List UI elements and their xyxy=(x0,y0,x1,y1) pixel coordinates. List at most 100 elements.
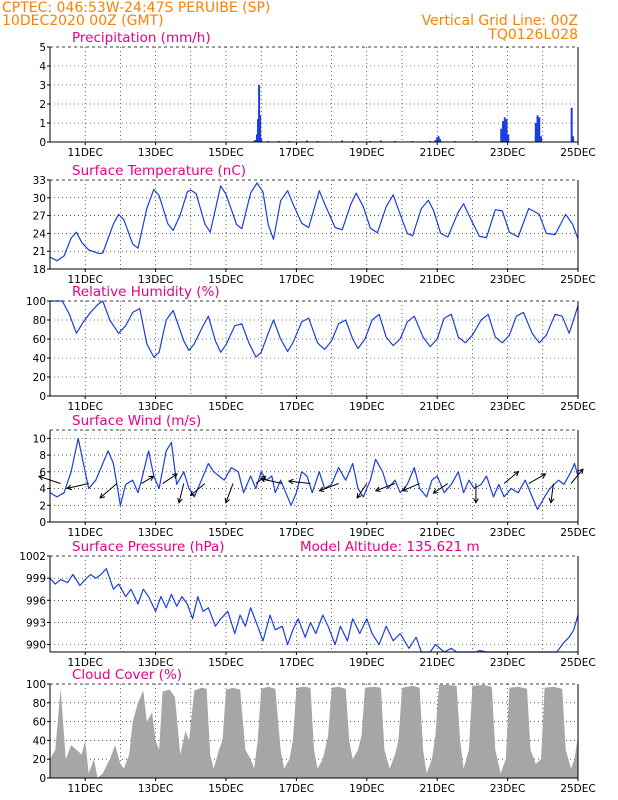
wind-arrow xyxy=(288,480,311,485)
precipitation-bar xyxy=(503,117,506,142)
precipitation-xtick-label: 15DEC xyxy=(208,147,243,159)
precipitation-bar xyxy=(570,107,573,142)
wind-arrow xyxy=(402,483,420,492)
humidity-ytick-label: 0 xyxy=(39,391,46,403)
temperature-xtick-label: 23DEC xyxy=(490,274,525,286)
cloud-cover-ytick-label: 60 xyxy=(33,717,46,729)
wind-arrow xyxy=(550,483,554,503)
precipitation-ytick-label: 3 xyxy=(39,80,46,92)
humidity-ytick-label: 40 xyxy=(33,353,46,365)
pressure-title: Surface Pressure (hPa) xyxy=(72,539,225,555)
wind-ytick-label: 6 xyxy=(39,467,46,479)
temperature-ytick-label: 30 xyxy=(33,193,46,205)
precipitation-bar xyxy=(260,138,263,142)
wind-arrowhead xyxy=(37,474,44,481)
precipitation-bar xyxy=(436,137,439,142)
wind-arrow xyxy=(319,483,339,492)
humidity-xtick-label: 11DEC xyxy=(67,401,102,413)
pressure-xtick-label: 19DEC xyxy=(349,657,384,669)
precipitation-bar xyxy=(507,134,510,142)
humidity-panel: 0 20 40 60 80 100 11DEC 13DEC 15DEC 17DEC 19DEC 21D… xyxy=(26,284,596,413)
wind-xtick-label: 23DEC xyxy=(490,527,525,539)
pressure-ytick-label: 993 xyxy=(26,617,46,629)
wind-arrowhead xyxy=(99,493,106,499)
wind-arrowhead xyxy=(540,473,547,479)
temperature-xtick-label: 15DEC xyxy=(208,274,243,286)
temperature-ytick-label: 33 xyxy=(33,175,46,187)
wind-ytick-label: 4 xyxy=(39,484,46,496)
wind-xtick-label: 19DEC xyxy=(349,527,384,539)
precipitation-bar xyxy=(502,121,505,142)
precipitation-xtick-label: 23DEC xyxy=(490,147,525,159)
wind-arrowhead xyxy=(172,473,178,479)
wind-arrow xyxy=(178,483,185,503)
pressure-xtick-label: 15DEC xyxy=(208,657,243,669)
wind-arrowhead xyxy=(259,476,266,483)
precipitation-bar xyxy=(572,136,575,142)
wind-arrowhead xyxy=(548,497,555,504)
wind-arrowhead xyxy=(177,497,183,504)
precipitation-bar xyxy=(500,128,503,142)
humidity-title: Relative Humidity (%) xyxy=(72,284,220,300)
cloud-cover-xtick-label: 21DEC xyxy=(419,783,454,795)
model-altitude-label: Model Altitude: 135.621 m xyxy=(300,539,480,555)
wind-xtick-label: 13DEC xyxy=(138,527,173,539)
wind-arrow xyxy=(141,475,154,484)
temperature-ytick-label: 24 xyxy=(33,228,47,240)
humidity-xtick-label: 17DEC xyxy=(279,401,314,413)
precipitation-bar xyxy=(536,115,539,142)
wind-arrow xyxy=(503,471,519,484)
wind-arrowhead xyxy=(66,484,73,491)
precipitation-title: Precipitation (mm/h) xyxy=(72,30,211,46)
wind-arrowhead xyxy=(374,486,381,492)
humidity-ytick-label: 100 xyxy=(26,296,46,308)
wind-arrowhead xyxy=(224,497,230,504)
precipitation-bar xyxy=(379,140,382,142)
precipitation-panel: 0 1 2 3 4 5 11DEC 13DEC 15DEC 17DEC 19DEC 21DEC 23DE… xyxy=(39,30,595,159)
precipitation-ytick-label: 2 xyxy=(39,99,46,111)
precipitation-ytick-label: 4 xyxy=(39,61,46,73)
precipitation-xtick-label: 21DEC xyxy=(419,147,454,159)
precipitation-bar xyxy=(439,139,442,142)
grid-line-note: Vertical Grid Line: 00Z xyxy=(422,13,578,29)
wind-arrowhead xyxy=(578,468,584,475)
wind-ytick-label: 0 xyxy=(39,517,46,529)
run-time-header: 10DEC2020 00Z (GMT) xyxy=(2,13,164,29)
pressure-line xyxy=(49,568,579,653)
precipitation-bar xyxy=(257,119,260,142)
wind-ytick-label: 8 xyxy=(39,450,46,462)
wind-arrow xyxy=(375,483,396,492)
model-code: TQ0126L028 xyxy=(487,27,578,43)
station-header: CPTEC: 046:53W-24:47S PERUIBE (SP) xyxy=(2,0,270,16)
wind-arrowhead xyxy=(513,470,520,477)
wind-xtick-label: 17DEC xyxy=(279,527,314,539)
precipitation-ytick-label: 1 xyxy=(39,118,46,130)
wind-line xyxy=(49,437,579,511)
cloud-cover-panel: 0 20 40 60 80 100 11DEC 13DEC 15DEC 17DEC 19DEC 21D… xyxy=(26,667,596,795)
humidity-ytick-label: 80 xyxy=(33,315,46,327)
pressure-xtick-label: 11DEC xyxy=(67,657,102,669)
pressure-ytick-label: 990 xyxy=(26,640,46,652)
precipitation-ytick-label: 5 xyxy=(39,42,46,54)
temperature-xtick-label: 17DEC xyxy=(279,274,314,286)
precipitation-bar xyxy=(259,115,262,142)
pressure-xtick-label: 25DEC xyxy=(560,657,595,669)
pressure-xtick-label: 21DEC xyxy=(419,657,454,669)
precipitation-bar xyxy=(437,136,440,142)
wind-arrow xyxy=(225,483,234,503)
cloud-cover-xtick-label: 19DEC xyxy=(349,783,384,795)
humidity-xtick-label: 21DEC xyxy=(419,401,454,413)
humidity-xtick-label: 13DEC xyxy=(138,401,173,413)
wind-arrowhead xyxy=(473,498,479,504)
wind-arrowhead xyxy=(318,486,325,492)
wind-arrowhead xyxy=(287,478,294,485)
pressure-xtick-label: 13DEC xyxy=(138,657,173,669)
precipitation-bar xyxy=(534,123,537,142)
cloud-cover-ytick-label: 20 xyxy=(33,754,46,766)
wind-arrowhead xyxy=(401,486,408,492)
cloud-cover-xtick-label: 23DEC xyxy=(490,783,525,795)
wind-arrow xyxy=(162,473,178,484)
cloud-cover-xtick-label: 11DEC xyxy=(67,783,102,795)
precipitation-bar xyxy=(305,140,308,142)
